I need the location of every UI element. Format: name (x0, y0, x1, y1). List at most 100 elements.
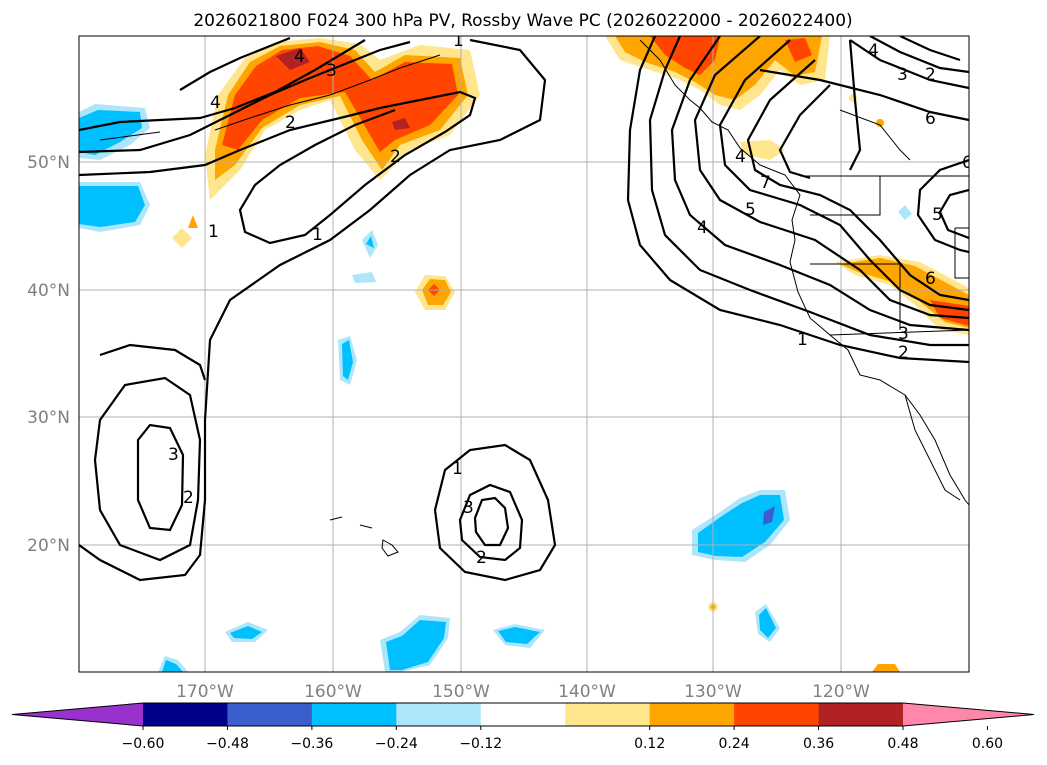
pv-fill-lightblue-b (352, 272, 376, 283)
north-america-coast (639, 39, 969, 506)
contour-w-1b (99, 343, 207, 381)
contour-w-1 (79, 38, 547, 582)
lon-label: 130°W (684, 682, 742, 702)
negative-anomaly-fills (79, 104, 912, 672)
contour-label: 2 (285, 113, 296, 133)
pv-fill-dark-nw (276, 48, 310, 70)
contour-label: 3 (326, 61, 337, 81)
contour-ne-12 (916, 158, 969, 254)
colorbar-segment (734, 703, 820, 726)
contour-ne-1 (626, 36, 969, 364)
contour-ne-4 (693, 36, 969, 320)
contour-center-3 (473, 496, 510, 547)
us-mexico-border (829, 329, 969, 336)
colorbar-segment (396, 703, 482, 726)
contour-label: 4 (697, 218, 708, 238)
colorbar-tick-label: 0.36 (803, 736, 834, 752)
contour-ne-7 (778, 84, 831, 180)
contour-label: 2 (390, 147, 401, 167)
colorbar-extend-high (903, 703, 1034, 726)
contour-ne-2 (648, 36, 969, 347)
colorbar-segment (311, 703, 397, 726)
map-frame (78, 35, 970, 673)
colorbar-segment (227, 703, 313, 726)
colorbar-segment (565, 703, 651, 726)
pv-fill-blue-w2 (79, 186, 145, 227)
pv-fill-blue-c (342, 340, 353, 380)
contour-ne-6 (746, 59, 969, 302)
colorbar-extend-low (12, 703, 143, 726)
lat-label: 30°N (27, 408, 70, 428)
colorbar-tick-label: 0.48 (887, 736, 918, 752)
contour-label: 1 (453, 31, 464, 51)
contour-w-2 (93, 376, 202, 562)
lon-label: 170°W (176, 682, 234, 702)
contour-ne-10 (869, 36, 969, 74)
hawaii-islands (329, 516, 399, 557)
contour-label: 3 (898, 324, 909, 344)
coastlines (99, 39, 969, 557)
contour-label: 3 (168, 445, 179, 465)
pv-fill-darkblue-d (763, 506, 775, 525)
canada-coast (839, 109, 911, 161)
figure-title: 2026021800 F024 300 hPa PV, Rossby Wave … (193, 11, 852, 31)
lat-label: 40°N (27, 281, 70, 301)
lat-label: 20°N (27, 536, 70, 556)
pv-fill-orange-south (872, 664, 900, 672)
pv-fill-blue-h (230, 626, 262, 639)
state-border-c (954, 227, 969, 279)
baja-peninsula (904, 394, 961, 501)
contour-label: 4 (210, 93, 221, 113)
contour-ne-11 (899, 36, 961, 62)
contour-ne-9 (849, 39, 969, 90)
contour-w-3 (136, 423, 185, 532)
contour-label: 1 (312, 225, 323, 245)
lon-label: 120°W (812, 682, 870, 702)
pv-fill-blue-e (759, 608, 776, 638)
lon-label: 150°W (432, 682, 490, 702)
contour-ne-14 (848, 39, 862, 171)
pv-fill-red-ne2 (785, 38, 812, 62)
pv-fill-blue-a (366, 236, 374, 248)
contour-label: 1 (452, 459, 463, 479)
contour-label: 2 (925, 65, 936, 85)
colorbar-tick-label: −0.24 (375, 736, 418, 752)
contour-nw-3 (79, 39, 366, 132)
aleutian-west (99, 131, 161, 141)
colorbar-segment (649, 703, 735, 726)
aleutian-chain (214, 54, 441, 131)
contour-label: 5 (932, 205, 943, 225)
contour-center-1 (433, 443, 557, 582)
contour-label: 3 (463, 498, 474, 518)
contour-nw-4 (179, 36, 291, 91)
contour-label: 6 (962, 153, 973, 173)
contour-label: 4 (868, 41, 879, 61)
colorbar-tick-label: 0.60 (972, 736, 1003, 752)
colorbar-tick-label: 0.24 (719, 736, 750, 752)
pv-fill-lightblue-j (898, 205, 912, 220)
contour-label: 7 (760, 173, 771, 193)
colorbar-tick-label: −0.12 (459, 736, 502, 752)
lat-label: 50°N (27, 153, 70, 173)
pv-fill-blue-d (698, 495, 784, 557)
contour-ne-3 (670, 36, 969, 332)
pv-fill-red-ne (650, 36, 720, 75)
pv-fill-blue-i (162, 660, 183, 672)
contour-label: 6 (925, 109, 936, 129)
colorbar-labels: −0.60 −0.48 −0.36 −0.24 −0.12 0.12 0.24 0.36 0.4… (122, 726, 1003, 752)
contour-ne-8 (759, 68, 969, 122)
pv-fill-dot-d (876, 119, 884, 127)
latitude-labels: 50°N 40°N 30°N 20°N (27, 153, 70, 556)
contour-label: 2 (898, 343, 909, 363)
contour-nw-2 (79, 90, 477, 245)
colorbar-segment (480, 703, 566, 726)
map-area: 4 3 4 2 2 1 1 1 3 2 1 3 2 4 3 2 6 4 7 5 … (79, 31, 973, 672)
gridlines (79, 36, 969, 672)
longitude-labels: 170°W 160°W 150°W 140°W 130°W 120°W (176, 682, 870, 702)
contour-label: 4 (294, 47, 305, 67)
colorbar-tick-label: 0.12 (634, 736, 665, 752)
contour-ne-5 (718, 39, 969, 312)
pv-fill-light-sw (172, 228, 192, 248)
contour-ne-13 (938, 188, 969, 240)
